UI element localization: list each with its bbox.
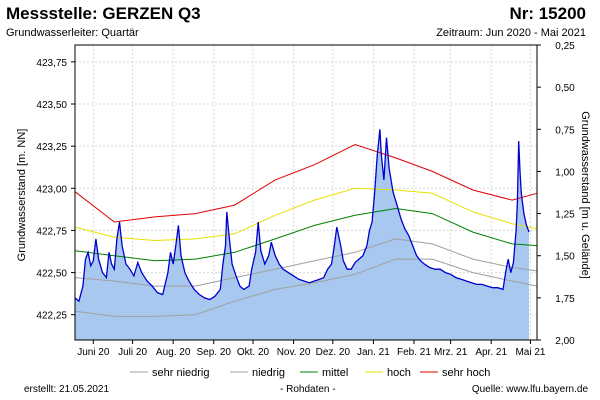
y-axis-left-label: Grundwasserstand [m. NN] [16,129,28,262]
legend: sehr niedrig niedrig mittel hoch sehr hoch [130,367,490,379]
source-label: Quelle: www.lfu.bayern.de [471,384,588,395]
left-tick-label: 422,75 [36,226,67,237]
left-tick-label: 422,50 [36,269,67,280]
x-tick-label: Mai 21 [515,347,545,358]
left-tick-label: 423,50 [36,100,67,111]
right-tick-label: 0,25 [555,41,575,52]
right-tick-label: 1,00 [555,167,575,178]
left-tick-label: 422,25 [36,311,67,322]
x-tick-label: Aug. 20 [156,347,191,358]
station-number: Nr: 15200 [509,4,586,23]
x-tick-label: Mrz. 21 [434,347,468,358]
right-axis-ticks: 0,25 0,50 0,75 1,00 1,25 1,50 1,75 2,00 [537,41,575,347]
period-label: Zeitraum: Jun 2020 - Mai 2021 [436,27,586,39]
right-tick-label: 0,50 [555,83,575,94]
x-tick-label: Feb. 21 [397,347,431,358]
right-tick-label: 1,50 [555,252,575,263]
series-line-mittel [74,207,538,262]
series-layer [74,143,538,317]
plot-frame [74,44,538,341]
y-axis-right-label: Grundwasserstand [m u. Gelände] [579,111,591,279]
left-axis-ticks: 422,25 422,50 422,75 423,00 423,25 423,50 423,… [36,58,75,322]
measured-line [74,129,530,303]
x-tick-label: Juli 20 [118,347,147,358]
x-tick-label: Jan. 21 [357,347,390,358]
legend-label-sehr-niedrig: sehr niedrig [152,367,209,379]
x-tick-label: Juni 20 [77,347,110,358]
left-tick-label: 423,25 [36,142,67,153]
measured-area [75,129,530,340]
station-title: Messstelle: GERZEN Q3 [6,4,201,23]
x-tick-label: Sep. 20 [196,347,231,358]
measured-area-layer [75,129,530,340]
left-tick-label: 423,00 [36,184,67,195]
right-tick-label: 0,75 [555,125,575,136]
legend-label-niedrig: niedrig [252,367,285,379]
series-line-sehr-niedrig [74,258,538,317]
legend-label-hoch: hoch [387,367,411,379]
aquifer-label: Grundwasserleiter: Quartär [6,27,139,39]
right-tick-label: 1,75 [555,294,575,305]
x-tick-label: Dez. 20 [316,347,351,358]
x-axis-ticks: Juni 20 Juli 20 Aug. 20 Sep. 20 Okt. 20 Nov. … [77,340,546,358]
series-line-sehr-hoch [74,143,538,223]
legend-label-sehr-hoch: sehr hoch [442,367,490,379]
right-tick-label: 2,00 [555,336,575,347]
left-tick-label: 423,75 [36,58,67,69]
x-tick-label: Okt. 20 [237,347,270,358]
right-tick-label: 1,25 [555,210,575,221]
series-line-hoch [74,187,538,242]
x-tick-label: Apr. 21 [475,347,507,358]
measured-line-layer [74,129,530,303]
raw-data-note: - Rohdaten - [280,384,336,395]
created-date: erstellt: 21.05.2021 [24,384,110,395]
x-tick-label: Nov. 20 [277,347,311,358]
series-line-niedrig [74,238,538,287]
legend-label-mittel: mittel [322,367,348,379]
